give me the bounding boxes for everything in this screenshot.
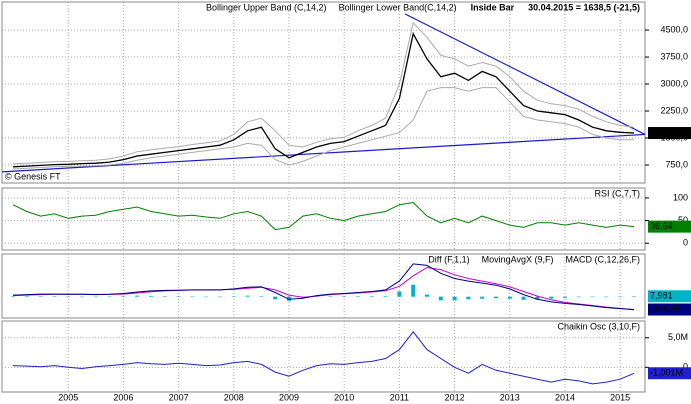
series-line	[12, 263, 635, 310]
y-tick-label: 3750,0	[660, 51, 688, 61]
bar	[328, 296, 333, 297]
bar	[383, 295, 388, 297]
y-tick-label: 50	[678, 215, 688, 225]
bar	[259, 296, 264, 297]
bar	[245, 295, 250, 297]
last-value-box	[648, 220, 691, 233]
last-value-box	[648, 127, 691, 140]
last-value-box	[648, 290, 691, 303]
legend-entry: MACD (C,12,26,F)	[565, 254, 640, 264]
bar	[521, 296, 526, 300]
last-value-box	[648, 367, 691, 380]
legend-entry: Bollinger Lower Band(C,14,2)	[339, 2, 457, 12]
bar	[631, 296, 636, 297]
bar	[162, 296, 167, 297]
bar	[218, 296, 223, 298]
bar	[66, 296, 71, 298]
last-value-label: -246,85	[650, 304, 681, 314]
bar	[80, 296, 85, 298]
panel-frame	[1, 1, 646, 184]
bar	[604, 296, 609, 298]
bar	[493, 296, 498, 299]
series-line	[12, 330, 635, 385]
bar	[424, 294, 429, 297]
series-line	[12, 31, 635, 168]
x-tick-label: 2015	[610, 392, 630, 402]
bar	[355, 296, 360, 297]
legend-entry: Chaikin Osc (3,10,F)	[557, 321, 640, 331]
bar	[231, 296, 236, 297]
y-tick-label: 2250,0	[660, 105, 688, 115]
y-tick-label: 0	[683, 238, 688, 248]
bar	[107, 296, 112, 298]
annotation: Inside Bar	[471, 2, 515, 12]
bar	[576, 296, 581, 298]
x-tick-label: 2005	[58, 392, 78, 402]
bar	[562, 296, 567, 298]
bar	[135, 295, 140, 297]
bar	[438, 296, 443, 301]
x-tick-label: 2014	[555, 392, 575, 402]
series-line	[12, 21, 635, 165]
x-tick-label: 2011	[390, 392, 409, 402]
y-tick-label: 5,0M	[668, 332, 688, 342]
bar	[190, 296, 195, 298]
bar	[38, 296, 43, 297]
last-value-label: 36,64	[650, 221, 673, 231]
y-tick-label: 3000,0	[660, 78, 688, 88]
bar	[507, 296, 512, 299]
panel-frame	[1, 187, 646, 251]
bar	[618, 296, 623, 298]
bar	[369, 296, 374, 297]
y-tick-label: 0	[683, 362, 688, 372]
bar	[93, 296, 98, 298]
panel-frame	[1, 253, 646, 319]
x-tick-label: 2006	[113, 392, 133, 402]
trendline	[404, 13, 646, 135]
y-tick-label: 100	[673, 192, 688, 202]
series-line	[12, 201, 635, 231]
bar	[342, 296, 347, 297]
legend-entry: MovingAvgX (9,F)	[482, 254, 554, 264]
bar	[24, 296, 29, 297]
panel-frame	[1, 320, 646, 393]
last-value-label: 7,981	[650, 291, 673, 301]
bar	[590, 296, 595, 298]
bar	[273, 296, 278, 300]
x-tick-label: 2007	[169, 392, 189, 402]
x-tick-label: 2010	[334, 392, 354, 402]
chart-title: 30.04.2015 = 1638,5 (-21,5)	[528, 2, 640, 12]
watermark: © Genesis FT	[5, 171, 61, 181]
bar	[411, 284, 416, 297]
legend-entry: RSI (C,7,T)	[594, 188, 640, 198]
bar	[535, 296, 540, 300]
bar	[549, 296, 554, 299]
bar	[121, 296, 126, 297]
last-value-box	[648, 303, 691, 316]
bar	[11, 296, 16, 297]
bar	[466, 296, 471, 300]
x-tick-label: 2013	[500, 392, 520, 402]
x-tick-label: 2008	[224, 392, 244, 402]
bar	[176, 296, 181, 297]
last-value-label: 1638,5	[650, 127, 678, 137]
bar	[52, 296, 57, 297]
bar	[149, 295, 154, 297]
bar	[452, 296, 457, 301]
y-tick-label: 4500,0	[660, 24, 688, 34]
y-tick-label: 750,0	[665, 159, 688, 169]
bar	[204, 296, 209, 298]
x-tick-label: 2012	[445, 392, 465, 402]
legend-entry: Diff (F,1,1)	[428, 254, 469, 264]
series-line	[12, 87, 634, 170]
bar	[480, 296, 485, 299]
last-value-label: -1,001M	[650, 368, 683, 378]
bar	[397, 291, 402, 297]
x-tick-label: 2009	[279, 392, 299, 402]
legend-entry: Bollinger Upper Band (C,14,2)	[206, 2, 327, 12]
